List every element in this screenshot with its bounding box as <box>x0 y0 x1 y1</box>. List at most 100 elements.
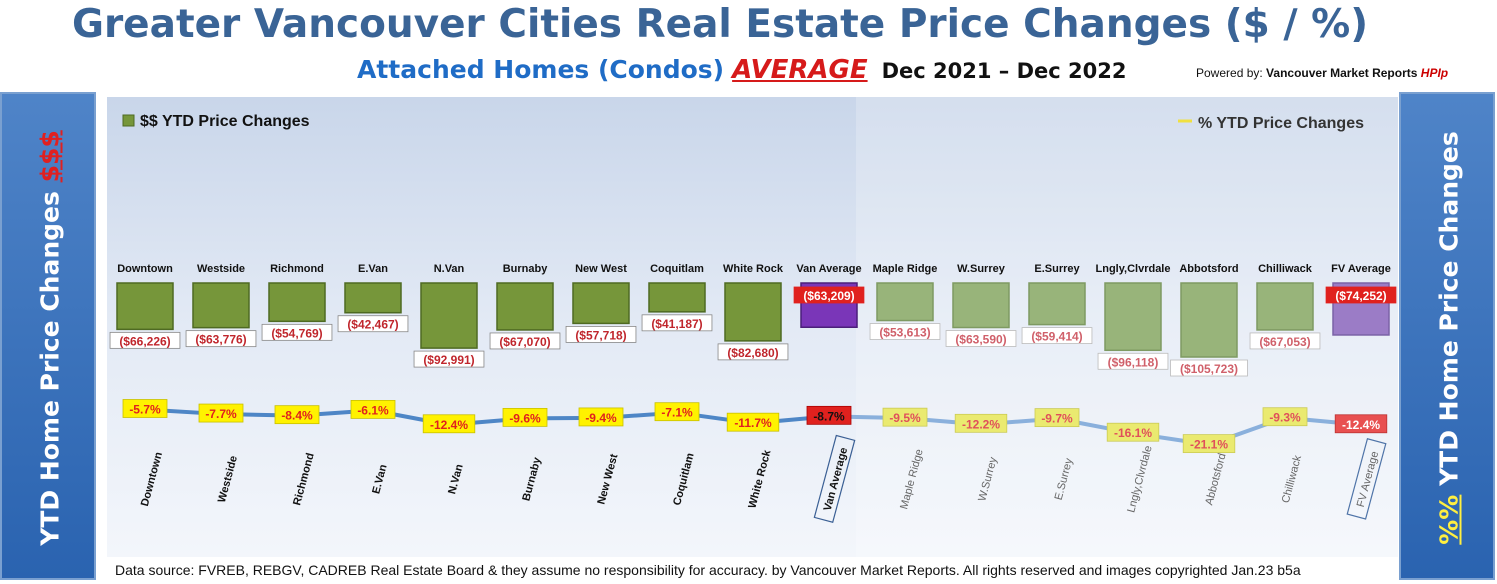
bar-label-box-n-van <box>413 350 485 368</box>
bar-e-van <box>344 282 402 314</box>
percent-label-box-downtown <box>122 399 168 418</box>
category-label-top-lngly-clvrdale: Lngly,Clvrdale <box>1096 263 1171 275</box>
legend-percent: % YTD Price Changes <box>1198 115 1364 132</box>
percent-value-label-van-average: -8.7% <box>813 409 845 423</box>
bar-value-label-fv-average: ($74,252) <box>1335 289 1386 303</box>
legend-dollar-swatch <box>122 114 135 127</box>
category-label-top-maple-ridge: Maple Ridge <box>873 263 938 275</box>
percent-value-label-e-van: -6.1% <box>357 403 389 417</box>
percent-label-box-abbotsford <box>1182 434 1236 454</box>
percent-label-box-westside <box>198 403 244 423</box>
left-axis-title: YTD Home Price Changes $$$ <box>36 130 65 546</box>
percent-line: -5.7% -7.7% -8.4% -6.1% -12.4% -9.6% -9.4% -7.1… <box>122 399 1388 454</box>
subtitle-average: AVERAGE <box>732 55 868 85</box>
x-tick-box-fv-average <box>1346 438 1387 520</box>
percent-value-label-w-surrey: -12.2% <box>962 417 1000 431</box>
bar-abbotsford <box>1180 282 1238 358</box>
bar-label-box-maple-ridge <box>869 323 941 340</box>
bar-value-label-new-west: ($57,718) <box>575 328 626 342</box>
category-label-top-burnaby: Burnaby <box>503 263 549 275</box>
bar-value-label-e-van: ($42,467) <box>347 318 398 332</box>
percent-label-box-e-surrey <box>1034 408 1080 428</box>
powered-brand: HPIp <box>1420 66 1449 80</box>
subtitle-date-range: Dec 2021 – Dec 2022 <box>881 59 1127 83</box>
percent-label-box-n-van <box>422 414 476 434</box>
bar-richmond <box>268 282 326 323</box>
percent-label-box-chilliwack <box>1262 407 1308 427</box>
category-label-top-abbotsford: Abbotsford <box>1179 263 1238 275</box>
percent-label-box-coquitlam <box>654 402 700 422</box>
bar-new-west <box>572 282 630 325</box>
bar-value-label-burnaby: ($67,070) <box>499 335 550 349</box>
category-label-top-westside: Westside <box>197 263 245 275</box>
bar-value-label-westside: ($63,776) <box>195 333 246 347</box>
bar-downtown <box>116 282 174 331</box>
bar-value-label-downtown: ($66,226) <box>119 334 170 348</box>
bar-label-box-white-rock <box>717 343 789 361</box>
bar-label-box-westside <box>185 330 257 348</box>
right-axis-title: %% YTD Home Price Changes <box>1435 131 1464 544</box>
bar-value-label-white-rock: ($82,680) <box>727 346 778 360</box>
legend-dollar: $$ YTD Price Changes <box>140 113 310 130</box>
percent-label-box-fv-average <box>1334 414 1388 434</box>
right-axis-text: YTD Home Price Changes <box>1434 131 1464 495</box>
bar-chilliwack <box>1256 282 1314 331</box>
percent-label-box-richmond <box>274 405 320 425</box>
bar-maple-ridge <box>876 282 934 322</box>
percent-value-label-westside: -7.7% <box>205 407 237 421</box>
page-title: Greater Vancouver Cities Real Estate Pri… <box>71 2 1369 47</box>
footer-source: Data source: FVREB, REBGV, CADREB Real E… <box>107 557 1398 583</box>
percent-label-box-maple-ridge <box>882 407 928 427</box>
bar-value-label-e-surrey: ($59,414) <box>1031 330 1082 344</box>
bar-n-van <box>420 282 478 349</box>
right-axis-panel: %% YTD Home Price Changes <box>1399 92 1495 580</box>
category-label-top-n-van: N.Van <box>434 263 465 275</box>
percent-value-label-new-west: -9.4% <box>585 411 617 425</box>
bar-value-label-coquitlam: ($41,187) <box>651 317 702 331</box>
subtitle-property-type: Attached Homes (Condos) <box>357 55 725 84</box>
percent-value-label-white-rock: -11.7% <box>734 416 772 430</box>
bar-label-box-new-west <box>565 326 637 343</box>
bar-value-label-maple-ridge: ($53,613) <box>879 326 930 340</box>
bar-value-label-n-van: ($92,991) <box>423 353 474 367</box>
right-axis-highlight: %% <box>1434 494 1464 545</box>
left-axis-highlight: $$$ <box>35 130 65 183</box>
powered-by: Powered by: Vancouver Market Reports HPI… <box>1196 66 1448 80</box>
percent-value-label-downtown: -5.7% <box>129 403 161 417</box>
bar-label-box-fv-average <box>1325 286 1397 304</box>
bar-value-label-van-average: ($63,209) <box>803 289 854 303</box>
category-label-top-chilliwack: Chilliwack <box>1258 263 1313 275</box>
powered-prefix: Powered by: <box>1196 66 1267 80</box>
bar-label-box-e-van <box>337 315 409 333</box>
bar-value-label-lngly-clvrdale: ($96,118) <box>1108 355 1159 369</box>
category-label-top-new-west: New West <box>575 263 627 275</box>
bar-label-box-chilliwack <box>1249 332 1321 350</box>
category-label-top-white-rock: White Rock <box>723 263 784 275</box>
percent-value-label-e-surrey: -9.7% <box>1041 412 1073 426</box>
percent-label-box-van-average <box>806 405 852 425</box>
percent-label-box-burnaby <box>502 407 548 427</box>
bar-coquitlam <box>648 282 706 313</box>
category-label-top-e-surrey: E.Surrey <box>1034 263 1080 275</box>
bar-e-surrey <box>1028 282 1086 326</box>
bar-label-box-lngly-clvrdale <box>1097 352 1169 370</box>
percent-label-box-e-van <box>350 400 396 419</box>
bar-label-box-e-surrey <box>1021 327 1093 344</box>
bar-label-box-w-surrey <box>945 330 1017 347</box>
percent-value-label-fv-average: -12.4% <box>1342 418 1380 432</box>
powered-name: Vancouver Market Reports <box>1266 66 1421 80</box>
subtitle: Attached Homes (Condos) AVERAGE Dec 2021 –… <box>357 55 1126 85</box>
category-label-top-van-average: Van Average <box>796 263 861 275</box>
bar-label-box-burnaby <box>489 332 561 350</box>
left-axis-panel: YTD Home Price Changes $$$ <box>0 92 96 580</box>
bar-value-label-richmond: ($54,769) <box>271 326 322 340</box>
bar-label-box-van-average <box>793 286 865 304</box>
bar-burnaby <box>496 282 554 331</box>
bar-westside <box>192 282 250 329</box>
percent-value-label-richmond: -8.4% <box>281 409 313 423</box>
bar-value-label-abbotsford: ($105,723) <box>1180 362 1238 376</box>
bar-label-box-abbotsford <box>1170 359 1248 377</box>
left-axis-text: YTD Home Price Changes <box>35 182 65 546</box>
bars: Downtown ($66,226) Westside ($63,776) Richmo… <box>109 263 1397 377</box>
